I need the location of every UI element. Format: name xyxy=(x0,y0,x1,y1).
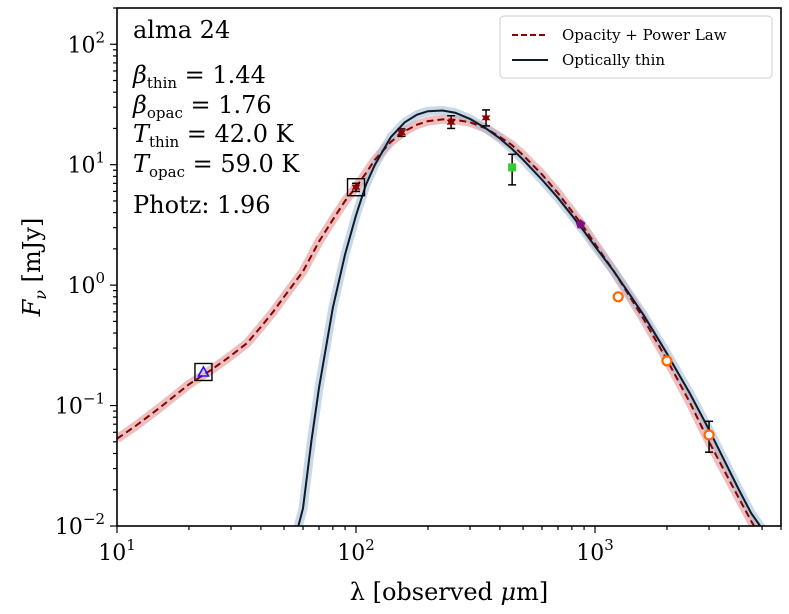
t-opac-label: Topac = 59.0 K xyxy=(133,150,300,181)
x-tick-label-1: 102 xyxy=(337,536,375,566)
beta-opac-label: βopac = 1.76 xyxy=(132,91,272,122)
annotation-block: alma 24 βthin = 1.44 βopac = 1.76 Tthin … xyxy=(132,16,300,219)
y-tick-label-3: 101 xyxy=(67,149,105,179)
legend: Opacity + Power Law Optically thin xyxy=(499,15,773,79)
plot-frame xyxy=(116,7,782,527)
y-axis-label: Fν [mJy] xyxy=(18,218,50,318)
photz-label: Photz: 1.96 xyxy=(133,191,271,219)
boxed-triangle-box xyxy=(194,362,213,382)
series-band-1 xyxy=(293,105,766,526)
point-250-marker xyxy=(446,117,456,128)
series-line-0 xyxy=(117,118,756,526)
series-line-1 xyxy=(297,109,762,526)
y-tick-label-4: 102 xyxy=(67,28,105,58)
boxed-point-box xyxy=(346,178,366,197)
point-350-marker xyxy=(481,112,491,124)
beta-thin-label: βthin = 1.44 xyxy=(132,61,266,92)
y-tick-label-0: 10−2 xyxy=(55,510,105,540)
source-name: alma 24 xyxy=(133,16,230,44)
y-tick-label-1: 10−1 xyxy=(55,390,105,420)
y-tick-label-2: 100 xyxy=(67,269,105,299)
legend-label-thin: Optically thin xyxy=(562,51,665,69)
point-1250-marker xyxy=(612,291,624,303)
boxed-point-marker xyxy=(351,182,361,193)
boxed-triangle-marker xyxy=(197,365,210,377)
point-870-marker xyxy=(575,219,586,229)
t-thin-label: Tthin = 42.0 K xyxy=(133,120,295,151)
point-3000-marker xyxy=(703,429,715,441)
legend-box xyxy=(499,15,773,79)
x-axis-label: λ [observed μm] xyxy=(350,578,549,606)
x-tick-label-2: 103 xyxy=(576,536,614,566)
series-band-0 xyxy=(117,114,760,526)
x-tick-label-0: 101 xyxy=(98,536,136,566)
point-2000-marker xyxy=(661,355,673,367)
point-450-marker xyxy=(508,163,517,172)
legend-label-opacity: Opacity + Power Law xyxy=(562,26,727,44)
point-160-marker xyxy=(397,127,406,138)
